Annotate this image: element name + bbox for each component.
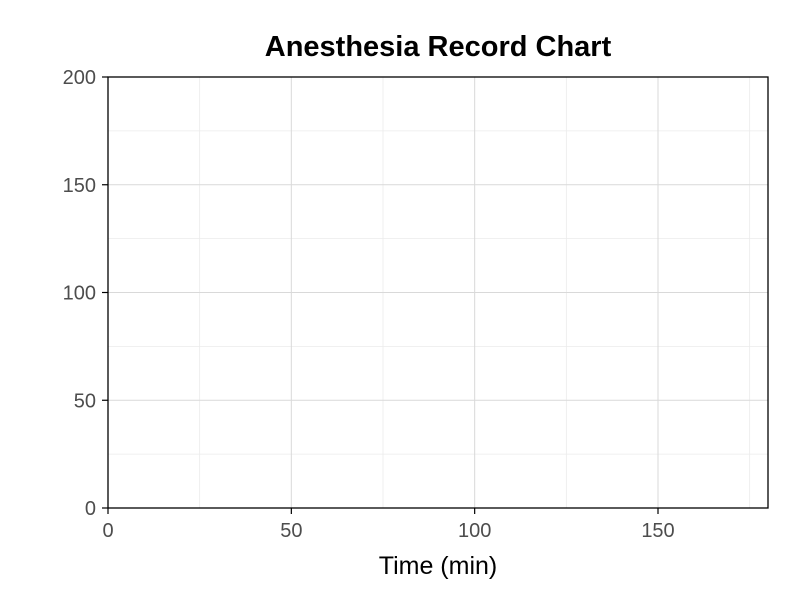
x-axis-title: Time (min) bbox=[379, 552, 498, 580]
x-tick-label: 0 bbox=[102, 520, 113, 542]
y-tick-label: 0 bbox=[85, 498, 96, 520]
x-axis: 0 50 100 150 bbox=[102, 508, 675, 542]
y-tick-label: 200 bbox=[63, 67, 96, 89]
y-tick-label: 150 bbox=[63, 175, 96, 197]
y-tick-label: 100 bbox=[63, 283, 96, 305]
x-tick-label: 50 bbox=[280, 520, 302, 542]
y-axis: 0 50 100 150 200 bbox=[63, 67, 108, 520]
x-tick-label: 150 bbox=[641, 520, 674, 542]
minor-grid bbox=[108, 77, 768, 508]
y-tick-label: 50 bbox=[74, 390, 96, 412]
x-tick-label: 100 bbox=[458, 520, 491, 542]
chart-title: Anesthesia Record Chart bbox=[265, 31, 612, 63]
